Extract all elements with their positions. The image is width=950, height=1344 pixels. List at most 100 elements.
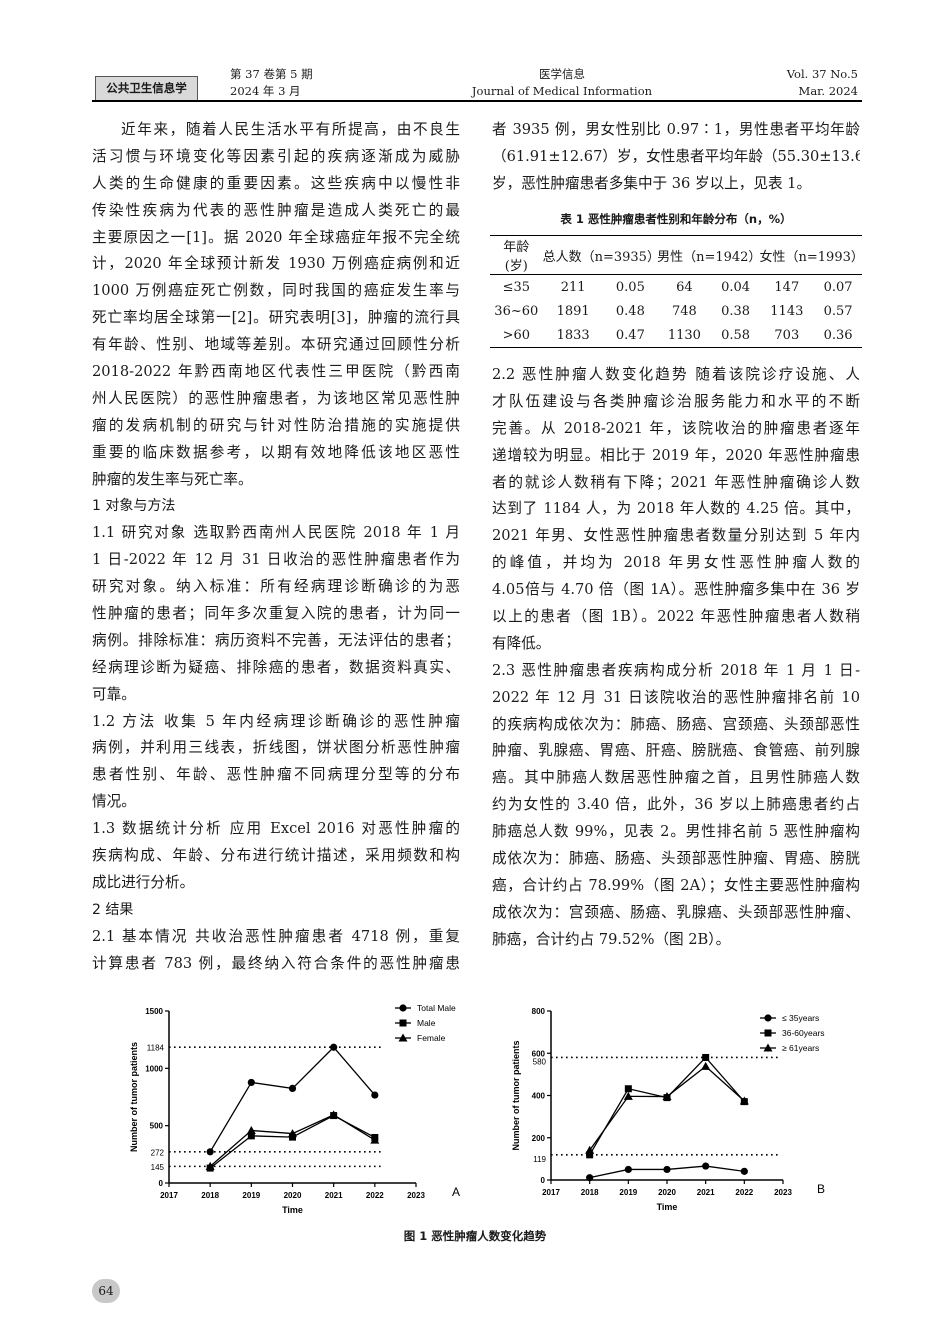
- y-tick-label: 800: [532, 1007, 546, 1016]
- table-cell: 211: [560, 279, 586, 295]
- text-line: 有年龄、性别、地域等差别。本研究通过回顾性分析: [92, 336, 460, 354]
- text-line: 4.05倍与 4.70 倍（图 1A）。恶性肿瘤多集中在 36 岁: [492, 581, 860, 599]
- x-axis-label: Time: [657, 1202, 678, 1212]
- section-badge: 公共卫生信息学: [95, 76, 198, 100]
- text-line: 成依次为：肺癌、肠癌、头颈部恶性肿瘤、胃癌、膀胱: [492, 850, 860, 868]
- right-column-bottom: 2.2 恶性肿瘤人数变化趋势 随着该院诊疗设施、人 才队伍建设与各类肿瘤诊治服务能…: [492, 362, 860, 954]
- data-point-circle: [330, 1043, 338, 1051]
- reference-label: 272: [151, 1148, 165, 1157]
- legend-label: 36-60years: [782, 1028, 825, 1038]
- text-line: 经病理诊断为疑癌、排除癌的患者，数据资料真实、: [92, 658, 460, 676]
- panel-label: B: [817, 1182, 825, 1196]
- section-heading: 1 对象与方法: [92, 498, 176, 515]
- legend-label: Male: [417, 1018, 436, 1028]
- table-row: >60 1833 0.47 1130 0.58 703 0.36: [490, 323, 862, 348]
- text-line: 1.1 研究对象 选取黔西南州人民医院 2018 年 1 月: [92, 524, 460, 542]
- volume-en: Vol. 37 No.5: [786, 67, 858, 81]
- table-cell: 0.47: [603, 323, 658, 348]
- data-point-circle: [702, 1162, 710, 1170]
- table-header: 女性（n=1993）: [759, 235, 864, 275]
- text-line: 2018-2022 年黔西南地区代表性三甲医院（黔西南: [92, 363, 460, 381]
- text-line: 的疾病构成依次为：肺癌、肠癌、宫颈癌、头颈部恶性: [492, 715, 860, 733]
- text-line: 计，2020 年全球预计新发 1930 万例癌症病例和近: [92, 255, 460, 273]
- y-tick-label: 0: [159, 1179, 164, 1188]
- text-line: 性肿瘤的患者；同年多次重复入院的患者，计为同一: [92, 605, 460, 623]
- data-point-triangle: [585, 1145, 595, 1154]
- text-line: 人类的生命健康的重要因素。这些疾病中以慢性非: [92, 174, 460, 192]
- text-line: 癌。其中肺癌人数居恶性肿瘤之首，且男性肺癌人数: [492, 769, 860, 787]
- text-line: 者 3935 例，男女性别比 0.97∶1，男性患者平均年龄: [492, 121, 860, 138]
- table-cell: 0.05: [615, 279, 645, 295]
- data-point-circle: [371, 1091, 379, 1099]
- y-tick-label: 0: [541, 1176, 546, 1185]
- x-tick-label: 2017: [542, 1188, 560, 1197]
- y-tick-label: 600: [532, 1049, 546, 1058]
- page-number: 64: [92, 1279, 120, 1303]
- text-line: 活习惯与环境变化等因素引起的疾病逐渐成为威胁: [92, 147, 460, 165]
- series-line-2: [589, 1065, 745, 1151]
- table-cell: 0.48: [615, 303, 645, 319]
- text-line: 1.3 数据统计分析 应用 Excel 2016 对恶性肿瘤的: [92, 820, 460, 838]
- text-line: 1000 万例癌症死亡例数，同时我国的癌症发生率与: [92, 282, 460, 300]
- text-line: 传染性疾病为代表的恶性肿瘤是造成人类死亡的最: [92, 201, 460, 219]
- text-line: 2.3 恶性肿瘤患者疾病构成分析 2018 年 1 月 1 日-: [492, 661, 860, 679]
- table-header: 总人数（n=3935）: [542, 235, 660, 275]
- text-line: 病例。排除标准：病历资料不完善，无法评估的患者；: [92, 631, 460, 649]
- x-axis-label: Time: [282, 1205, 303, 1215]
- reference-label: 580: [533, 1057, 547, 1066]
- table-cell: 36~60: [494, 303, 539, 319]
- text-line: 计算患者 783 例，最终纳入符合条件的恶性肿瘤患: [92, 954, 460, 972]
- y-tick-label: 500: [150, 1122, 164, 1131]
- chart-b: 580 119 0 200 400 600 800 2017 2018 2019 2020 2021 2…: [511, 1007, 825, 1212]
- legend-marker-circle: [764, 1014, 772, 1022]
- table-cell: 1891: [556, 303, 590, 319]
- table-cell: 1130: [657, 323, 712, 348]
- volume-cn: 第 37 卷第 5 期: [230, 67, 313, 81]
- table-cell: 0.36: [814, 323, 862, 348]
- panel-label: A: [452, 1185, 460, 1199]
- data-point-circle: [663, 1165, 671, 1174]
- x-tick-label: 2021: [697, 1188, 715, 1197]
- data-point-square: [289, 1133, 296, 1141]
- text-line: 者的就诊人数稍有下降；2021 年恶性肿瘤确诊人数: [492, 473, 860, 491]
- data-point-circle: [288, 1084, 297, 1092]
- y-axis-label: Number of tumor patients: [129, 1042, 139, 1152]
- table-row: ≤35 211 0.05 64 0.04 147 0.07: [490, 275, 862, 300]
- series-line-1: [209, 1114, 376, 1169]
- data-point-triangle: [662, 1092, 672, 1101]
- text-line: 递增较为明显。相比于 2019 年，2020 年恶性肿瘤患: [492, 446, 860, 464]
- data-point-triangle: [329, 1110, 339, 1119]
- figure-caption: 图 1 恶性肿瘤人数变化趋势: [403, 1229, 547, 1243]
- table-cell: 0.57: [823, 303, 853, 319]
- table-header: 男性（n=1942）: [657, 235, 761, 275]
- legend-label: ≤ 35years: [782, 1013, 819, 1023]
- reference-label: 1184: [147, 1044, 165, 1053]
- legend-marker-circle: [399, 1004, 407, 1012]
- data-point-square: [702, 1053, 710, 1061]
- text-line: 的峰值，并均为 2018 年男女性恶性肿瘤人数的: [492, 554, 860, 572]
- table-cell: 64: [676, 279, 693, 295]
- data-point-circle: [624, 1165, 632, 1174]
- table-cell: 147: [774, 279, 800, 295]
- text-line: 肺癌，合计约占 79.52%（图 2B）。: [492, 930, 731, 948]
- reference-label: 145: [151, 1163, 165, 1172]
- data-point-circle: [206, 1148, 214, 1156]
- text-line: 以上的患者（图 1B）。2022 年恶性肿瘤患者人数稍: [492, 608, 860, 626]
- text-line: （61.91±12.67）岁，女性患者平均年龄（55.30±13.60）: [492, 147, 860, 165]
- date-en: Mar. 2024: [798, 84, 858, 98]
- series-line-1: [589, 1056, 745, 1156]
- x-tick-label: 2019: [619, 1188, 637, 1197]
- x-tick-label: 2019: [242, 1191, 260, 1200]
- table-cell: 703: [759, 323, 815, 348]
- x-tick-label: 2022: [735, 1188, 753, 1197]
- text-line: 岁，恶性肿瘤患者多集中于 36 岁以上，见表 1。: [492, 174, 812, 192]
- text-line: 瘤的发病机制的研究与针对性防治措施的实施提供: [92, 416, 460, 434]
- x-tick-label: 2018: [581, 1188, 599, 1197]
- y-axis-label: Number of tumor patients: [511, 1040, 521, 1150]
- header-rule: [92, 100, 862, 102]
- table-cell: 0.07: [823, 279, 853, 295]
- table-row: 36~60 1891 0.48 748 0.38 1143 0.57: [490, 299, 862, 323]
- text-line: 主要原因之一[1]。据 2020 年全球癌症年报不完全统: [92, 228, 460, 246]
- text-line: 达到了 1184 人，为 2018 年人数的 4.25 倍。其中，: [492, 500, 860, 518]
